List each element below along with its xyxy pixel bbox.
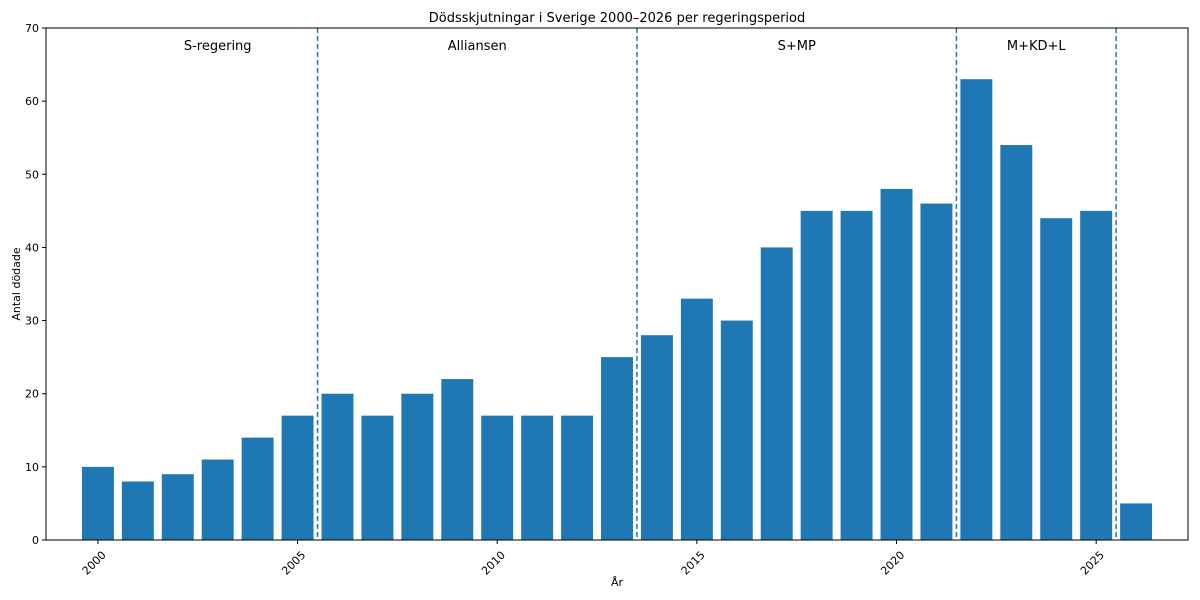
bar-2024 bbox=[1040, 218, 1073, 540]
bar-2019 bbox=[840, 210, 873, 540]
y-tick-label-20: 20 bbox=[25, 388, 39, 401]
bar-2006 bbox=[321, 393, 354, 540]
x-axis-label: År bbox=[611, 576, 624, 589]
bar-2017 bbox=[760, 247, 793, 540]
x-tick-label-2020: 2020 bbox=[878, 549, 907, 578]
y-tick-label-0: 0 bbox=[32, 534, 39, 547]
bar-2010 bbox=[481, 415, 514, 540]
x-tick-label-2015: 2015 bbox=[679, 549, 708, 578]
y-tick-label-30: 30 bbox=[25, 315, 39, 328]
bar-2011 bbox=[521, 415, 554, 540]
bar-2004 bbox=[241, 437, 274, 540]
plot-frame bbox=[45, 27, 1189, 541]
bar-2021 bbox=[920, 203, 953, 541]
bar-2022 bbox=[960, 79, 993, 540]
bar-2008 bbox=[401, 393, 434, 540]
period-label-1: Alliansen bbox=[448, 39, 507, 54]
period-label-2: S+MP bbox=[778, 39, 816, 54]
x-tick-label-2010: 2010 bbox=[479, 549, 508, 578]
period-label-3: M+KD+L bbox=[1007, 39, 1067, 54]
bar-2012 bbox=[561, 415, 594, 540]
bar-2003 bbox=[201, 459, 234, 540]
bar-2016 bbox=[720, 320, 753, 540]
bar-2001 bbox=[121, 481, 154, 540]
bar-2009 bbox=[441, 379, 474, 540]
y-tick-label-40: 40 bbox=[25, 241, 39, 254]
bar-2005 bbox=[281, 415, 314, 540]
x-tick-label-2000: 2000 bbox=[80, 549, 109, 578]
y-tick-label-60: 60 bbox=[25, 95, 39, 108]
bar-2020 bbox=[880, 188, 913, 540]
chart-title: Dödsskjutningar i Sverige 2000–2026 per … bbox=[429, 11, 806, 26]
x-tick-label-2025: 2025 bbox=[1078, 549, 1107, 578]
bar-2014 bbox=[640, 335, 673, 540]
bar-2025 bbox=[1080, 210, 1113, 540]
y-tick-label-50: 50 bbox=[25, 168, 39, 181]
bar-2002 bbox=[161, 474, 194, 540]
y-axis-label: Antal dödade bbox=[10, 247, 23, 321]
bar-2007 bbox=[361, 415, 394, 540]
period-label-0: S-regering bbox=[184, 39, 252, 54]
bar-2026 bbox=[1120, 503, 1153, 540]
y-tick-label-70: 70 bbox=[25, 22, 39, 35]
plot-area: S-regering Alliansen S+MP M+KD+L 0 10 20 30 40 50… bbox=[25, 22, 1189, 578]
y-tick-label-10: 10 bbox=[25, 461, 39, 474]
x-tick-label-2005: 2005 bbox=[279, 549, 308, 578]
bar-2013 bbox=[601, 357, 633, 540]
bar-2018 bbox=[800, 210, 833, 540]
bar-2015 bbox=[680, 298, 713, 540]
bar-2023 bbox=[1000, 145, 1033, 540]
bar-2000 bbox=[81, 466, 114, 540]
